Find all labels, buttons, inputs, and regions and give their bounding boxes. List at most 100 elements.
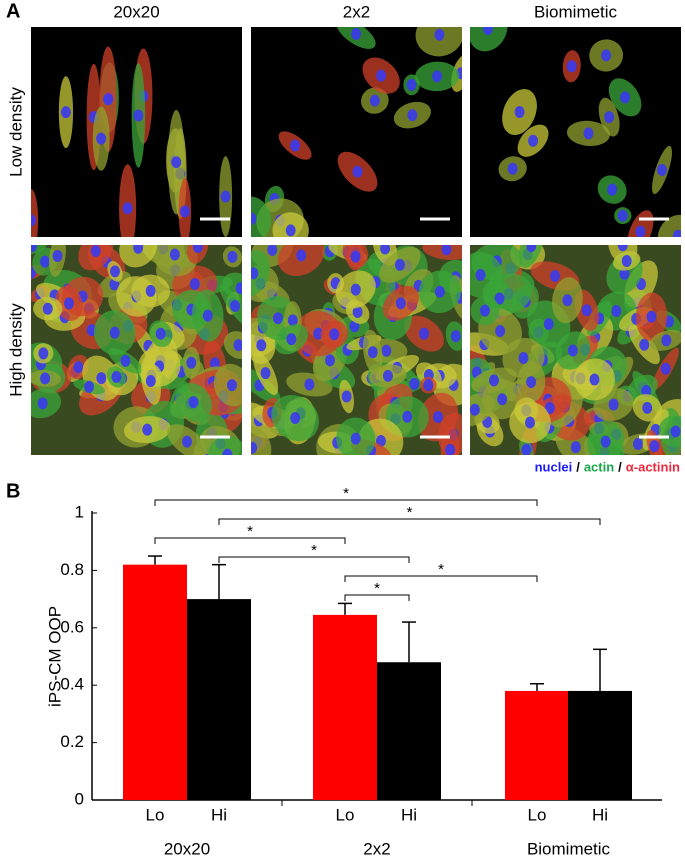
- nucleus: [96, 372, 107, 385]
- cell: [119, 164, 137, 237]
- nucleus: [450, 330, 461, 343]
- x-tick-label: Lo: [336, 805, 355, 824]
- nucleus: [567, 344, 578, 357]
- micrograph: [251, 245, 462, 455]
- nucleus: [600, 435, 611, 448]
- nucleus: [31, 214, 37, 227]
- nucleus: [73, 361, 84, 374]
- nucleus: [620, 91, 631, 104]
- y-tick-label: 0: [75, 789, 84, 808]
- nucleus: [639, 338, 650, 351]
- legend-entry: actin: [584, 459, 614, 474]
- nucleus: [230, 300, 241, 313]
- bar: [505, 690, 569, 800]
- nucleus: [479, 304, 490, 317]
- nucleus: [402, 410, 413, 423]
- nucleus: [409, 377, 420, 390]
- nucleus: [394, 258, 405, 271]
- nucleus: [583, 127, 594, 140]
- nucleus: [350, 432, 361, 445]
- y-tick-label: 1: [75, 502, 84, 521]
- nucleus: [145, 284, 156, 297]
- significance-label: *: [374, 580, 380, 597]
- nucleus: [544, 402, 555, 415]
- micrograph: [470, 245, 681, 455]
- nucleus: [285, 224, 296, 237]
- bar: [187, 599, 251, 800]
- nucleus: [543, 317, 554, 330]
- nucleus: [103, 93, 114, 106]
- cells: [251, 27, 462, 237]
- nucleus: [649, 440, 660, 453]
- row-label: High density: [6, 303, 25, 397]
- nucleus: [145, 375, 156, 388]
- y-tick-label: 0.8: [60, 560, 84, 579]
- y-tick-label: 0.6: [60, 617, 84, 636]
- legend-entry: nuclei: [535, 459, 573, 474]
- nucleus: [90, 245, 101, 257]
- nucleus: [611, 305, 622, 318]
- bar: [313, 614, 377, 800]
- nucleus: [514, 106, 525, 119]
- nucleus: [352, 165, 363, 178]
- nucleus: [433, 411, 444, 424]
- nucleus: [329, 328, 340, 341]
- nucleus: [40, 372, 51, 385]
- nucleus: [287, 314, 298, 327]
- nucleus: [182, 435, 193, 448]
- significance-bracket: [344, 575, 538, 582]
- nucleus: [304, 378, 315, 391]
- nucleus: [260, 367, 271, 380]
- nucleus: [341, 390, 352, 403]
- nucleus: [350, 283, 361, 296]
- nucleus: [406, 78, 417, 91]
- nucleus: [256, 339, 267, 352]
- nucleus: [445, 443, 456, 455]
- nucleus: [589, 373, 600, 386]
- nucleus: [434, 28, 445, 41]
- nucleus: [110, 265, 121, 278]
- cells: [31, 46, 233, 237]
- nucleus: [109, 326, 120, 339]
- nucleus: [376, 69, 387, 82]
- nucleus: [497, 393, 508, 406]
- micrograph: [31, 245, 242, 455]
- group-label: 20x20: [164, 839, 210, 858]
- micrographs: [31, 27, 681, 455]
- nucleus: [122, 202, 133, 215]
- nucleus: [251, 267, 259, 280]
- panel-label: B: [6, 480, 20, 502]
- nucleus: [120, 354, 131, 367]
- nucleus: [324, 354, 335, 367]
- micrograph: [31, 27, 242, 237]
- nucleus: [495, 325, 506, 338]
- significance-label: *: [247, 523, 253, 540]
- significance-label: *: [438, 561, 444, 578]
- nucleus: [670, 425, 681, 438]
- nucleus: [186, 356, 197, 369]
- nucleus: [617, 209, 628, 222]
- nucleus: [608, 398, 619, 411]
- nucleus: [619, 267, 630, 280]
- nucleus: [646, 310, 657, 323]
- nucleus: [169, 248, 180, 261]
- significance-label: *: [407, 504, 413, 521]
- nucleus: [526, 245, 537, 252]
- group-label: Biomimetic: [527, 839, 611, 858]
- column-title: 20x20: [113, 2, 159, 21]
- y-axis-label: iPS-CM OOP: [45, 606, 64, 707]
- nucleus: [482, 27, 493, 35]
- nucleus: [133, 109, 144, 122]
- nucleus: [521, 443, 532, 455]
- nucleus: [192, 245, 203, 254]
- significance-bracket: [218, 556, 410, 563]
- nucleus: [604, 111, 615, 124]
- nucleus: [189, 277, 200, 290]
- nucleus: [111, 370, 122, 383]
- nucleus: [434, 285, 445, 298]
- column-title: 2x2: [343, 2, 370, 21]
- nucleus: [31, 245, 37, 253]
- nucleus: [432, 70, 443, 83]
- nucleus: [581, 304, 592, 317]
